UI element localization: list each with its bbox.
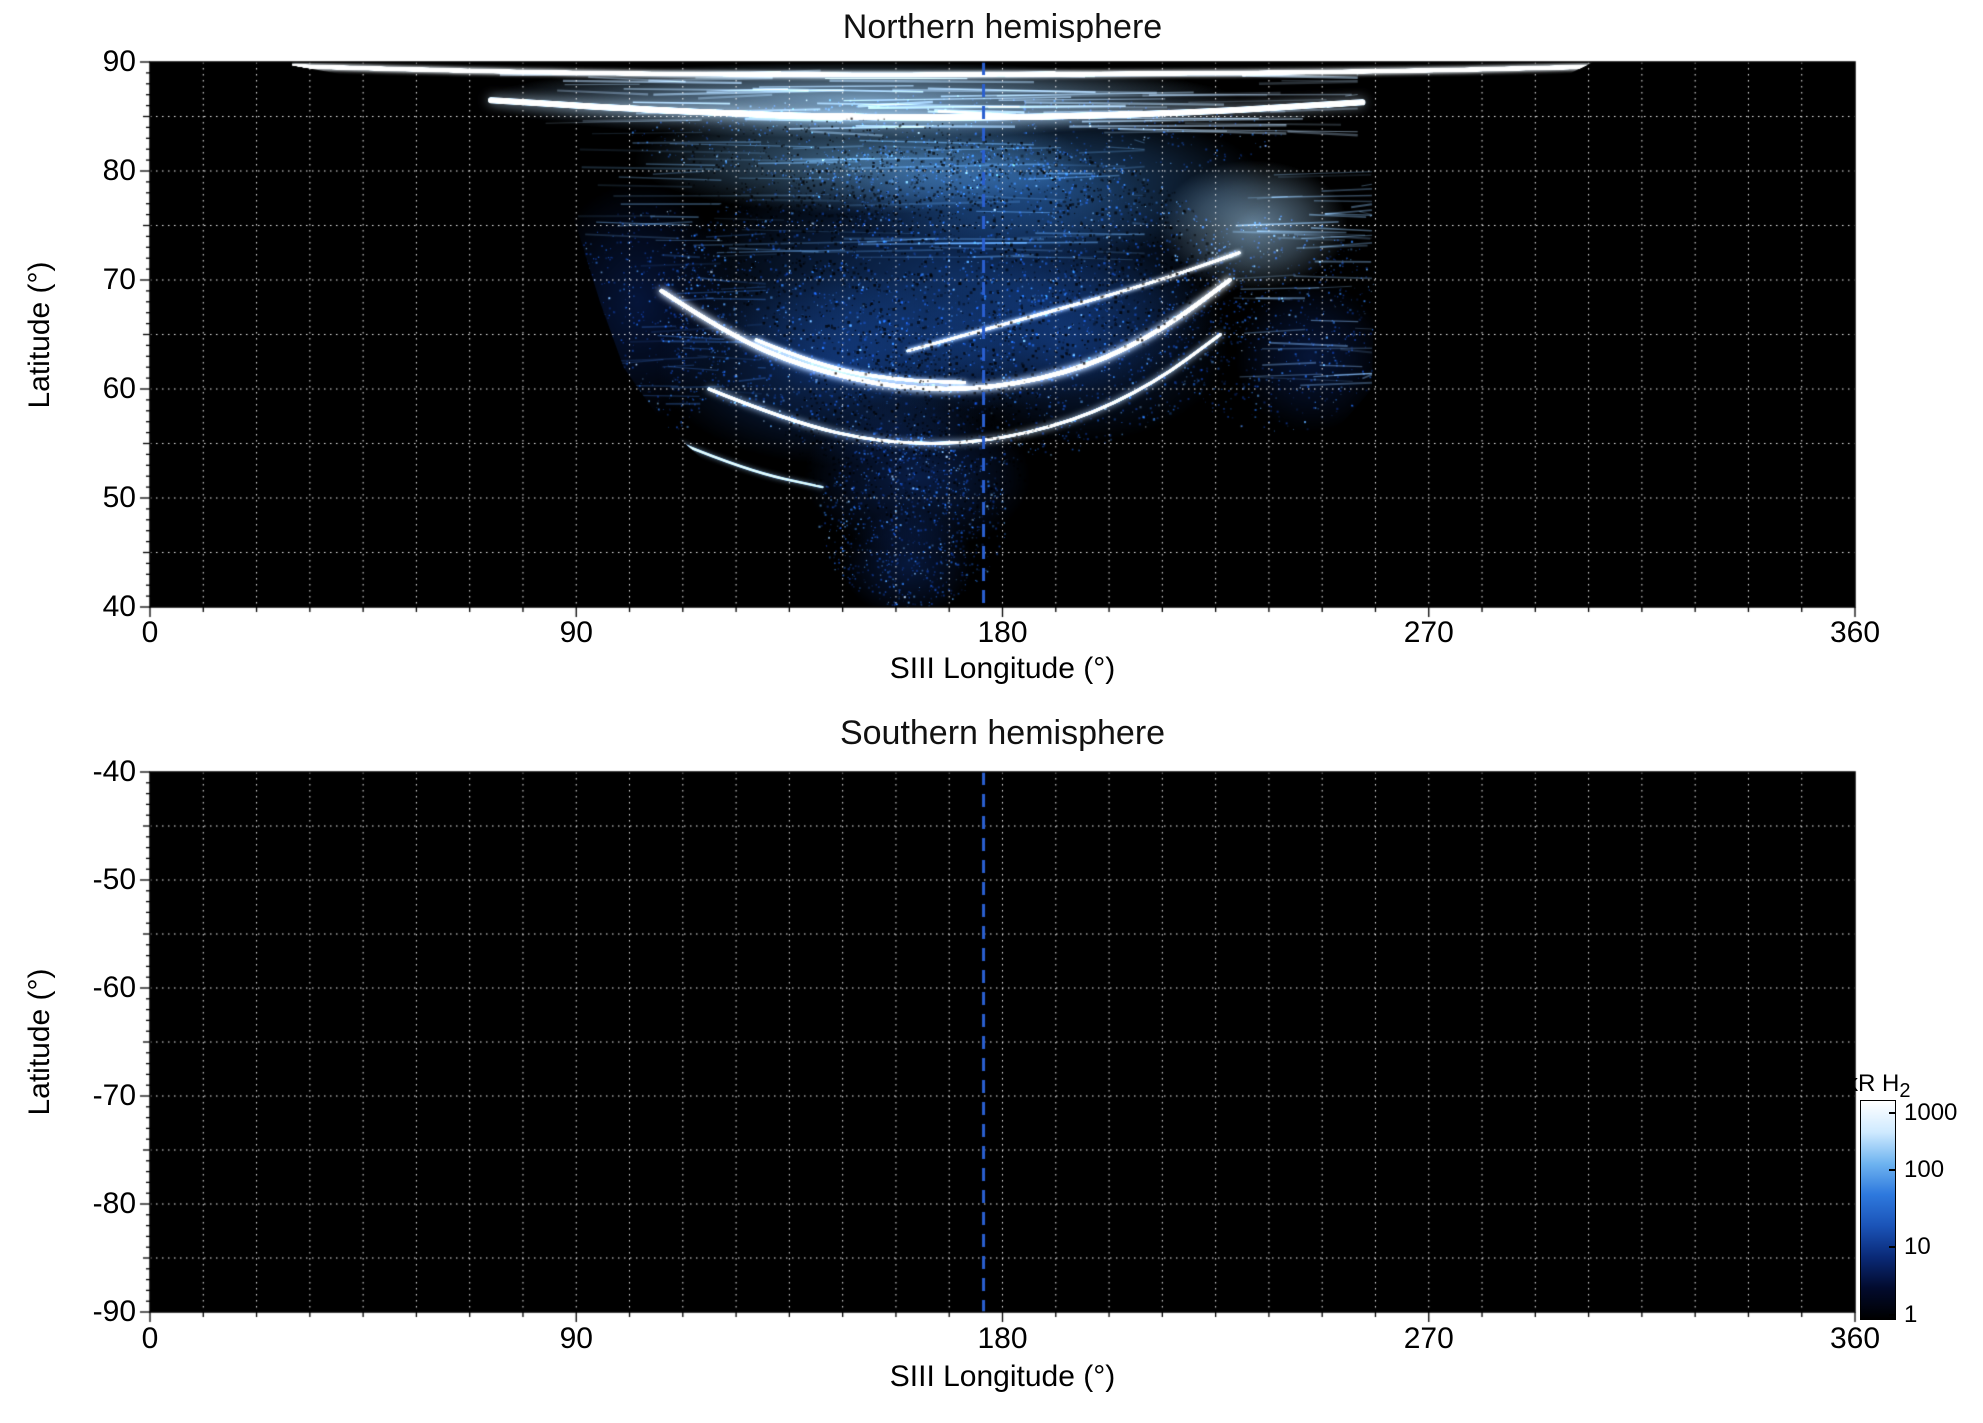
north-x-tick-label: 90	[559, 616, 593, 649]
south-x-tick-label: 0	[141, 1322, 159, 1355]
colorbar-tick-mark	[1889, 1169, 1896, 1172]
south-plot-title: Southern hemisphere	[839, 714, 1166, 752]
north-y-tick-label: 80	[102, 154, 136, 187]
south-y-tick-label: -40	[92, 755, 136, 788]
colorbar-tick-label: 10	[1904, 1232, 1931, 1260]
north-x-tick-label: 180	[977, 616, 1028, 649]
south-plot-canvas	[130, 752, 1875, 1332]
north-y-axis-label: Latitude (°)	[23, 261, 56, 409]
north-y-tick-label: 90	[102, 45, 136, 78]
south-x-axis-label: SIII Longitude (°)	[889, 1360, 1116, 1393]
south-x-tick-label: 180	[977, 1322, 1028, 1355]
north-x-tick-label: 0	[141, 616, 159, 649]
south-x-tick-label: 90	[559, 1322, 593, 1355]
colorbar-tick-mark	[1889, 1112, 1896, 1115]
south-y-axis-label: Latitude (°)	[23, 968, 56, 1116]
colorbar-tick-label: 100	[1904, 1156, 1945, 1184]
north-plot-canvas	[130, 42, 1875, 627]
north-x-tick-label: 270	[1403, 616, 1454, 649]
north-x-axis-label: SIII Longitude (°)	[889, 652, 1116, 685]
south-y-tick-label: -50	[92, 863, 136, 896]
north-y-tick-label: 60	[102, 372, 136, 405]
colorbar-tick-label: 1000	[1904, 1099, 1958, 1127]
colorbar-label-text: kR H	[1846, 1070, 1900, 1097]
south-y-tick-label: -60	[92, 971, 136, 1004]
north-y-tick-label: 40	[102, 590, 136, 623]
north-x-tick-label: 360	[1829, 616, 1881, 649]
south-x-tick-label: 270	[1403, 1322, 1454, 1355]
colorbar-tick-label: 1	[1904, 1300, 1918, 1328]
south-y-tick-label: -90	[92, 1295, 136, 1328]
south-y-tick-label: -70	[92, 1079, 136, 1112]
colorbar-label: kR H2	[1846, 1070, 1910, 1103]
south-y-tick-label: -80	[92, 1187, 136, 1220]
colorbar-gradient	[1860, 1100, 1896, 1320]
colorbar-tick-mark	[1889, 1245, 1896, 1248]
north-y-tick-label: 70	[102, 263, 136, 296]
north-y-tick-label: 50	[102, 481, 136, 514]
colorbar-label-subscript: 2	[1899, 1079, 1911, 1102]
south-x-tick-label: 360	[1829, 1322, 1881, 1355]
colorbar-tick-mark	[1889, 1313, 1896, 1316]
north-plot-title: Northern hemisphere	[842, 8, 1163, 46]
